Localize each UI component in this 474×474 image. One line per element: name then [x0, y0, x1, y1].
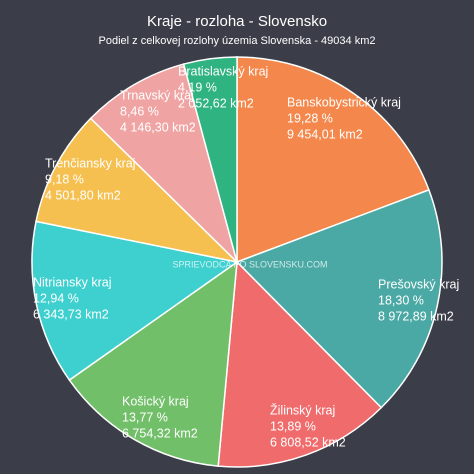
value-label: 8,46 %	[120, 104, 159, 118]
value-label: 13,77 %	[122, 410, 168, 424]
slice-label: Nitriansky kraj	[33, 275, 112, 289]
chart-subtitle: Podiel z celkovej rozlohy územia Slovens…	[99, 35, 376, 47]
value-label: 9,18 %	[45, 172, 84, 186]
area-label: 6 754,32 km2	[122, 426, 198, 440]
value-label: 19,28 %	[287, 111, 333, 125]
watermark: SPRIEVODCA PO SLOVENSKU.COM	[172, 259, 327, 269]
area-label: 6 808,52 km2	[270, 435, 346, 449]
pie	[31, 56, 443, 468]
area-label: 4 501,80 km2	[45, 188, 121, 202]
pie-slice	[217, 260, 383, 468]
pie-slice	[35, 117, 240, 264]
area-label: 6 343,73 km2	[33, 307, 109, 321]
slice-label: Trnavský kraj	[120, 88, 194, 102]
value-label: 12,94 %	[33, 291, 79, 305]
area-label: 2 052,62 km2	[178, 96, 254, 110]
pie-slice	[31, 220, 239, 382]
area-label: 9 454,01 km2	[287, 127, 363, 141]
slice-label: Bratislavský kraj	[178, 64, 268, 78]
labels: Banskobystrický kraj 19,28 % 9 454,01 km2 P…	[33, 64, 459, 449]
pie-slice	[182, 56, 238, 263]
value-label: 4,19 %	[178, 80, 217, 94]
pie-slice	[236, 56, 430, 264]
slice-label: Žilinský kraj	[270, 402, 335, 417]
slice-label: Banskobystrický kraj	[287, 95, 401, 109]
slice-label: Trenčiansky kraj	[45, 156, 136, 170]
area-label: 4 146,30 km2	[120, 120, 196, 134]
pie-slice	[68, 260, 238, 467]
value-label: 18,30 %	[378, 293, 424, 307]
pie-slice	[89, 63, 239, 265]
area-label: 8 972,89 km2	[378, 309, 454, 323]
pie-slice	[235, 188, 443, 409]
slice-label: Prešovský kraj	[378, 277, 459, 291]
chart-title: Kraje - rozloha - Slovensko	[147, 13, 327, 30]
value-label: 13,89 %	[270, 419, 316, 433]
slice-label: Košický kraj	[122, 394, 189, 408]
